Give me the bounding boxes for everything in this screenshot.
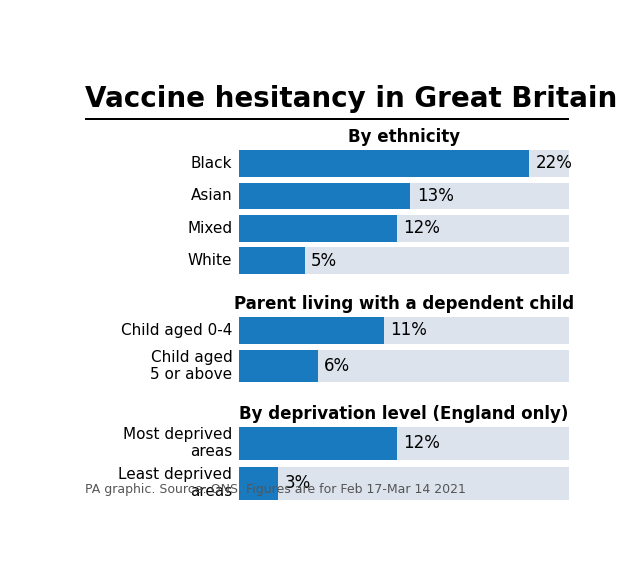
Text: Parent living with a dependent child: Parent living with a dependent child xyxy=(234,295,573,313)
Text: White: White xyxy=(188,253,232,268)
Bar xyxy=(239,427,397,460)
Text: By deprivation level (England only): By deprivation level (England only) xyxy=(239,405,568,423)
Bar xyxy=(239,248,305,274)
Bar xyxy=(239,317,568,344)
Bar xyxy=(239,350,318,383)
Text: PA graphic. Source: ONS. Figures are for Feb 17-Mar 14 2021: PA graphic. Source: ONS. Figures are for… xyxy=(85,483,466,496)
Text: 6%: 6% xyxy=(324,357,351,375)
Text: Child aged
5 or above: Child aged 5 or above xyxy=(150,350,232,382)
Bar xyxy=(239,215,568,242)
Text: Most deprived
areas: Most deprived areas xyxy=(123,427,232,459)
Text: 12%: 12% xyxy=(403,219,440,237)
Bar xyxy=(239,248,568,274)
Text: 22%: 22% xyxy=(536,155,572,173)
Bar xyxy=(239,215,397,242)
Bar xyxy=(239,350,568,383)
Text: 5%: 5% xyxy=(311,252,337,269)
Bar xyxy=(239,182,410,209)
Text: Least deprived
areas: Least deprived areas xyxy=(118,467,232,500)
Bar xyxy=(239,467,278,500)
Text: Child aged 0-4: Child aged 0-4 xyxy=(121,323,232,338)
Bar xyxy=(239,467,568,500)
Text: Vaccine hesitancy in Great Britain: Vaccine hesitancy in Great Britain xyxy=(85,85,617,113)
Bar xyxy=(239,182,568,209)
Text: Mixed: Mixed xyxy=(187,221,232,236)
Text: 13%: 13% xyxy=(417,187,454,205)
Bar xyxy=(239,150,529,177)
Text: Asian: Asian xyxy=(191,188,232,203)
Bar xyxy=(85,118,568,120)
Bar xyxy=(239,317,384,344)
Text: 3%: 3% xyxy=(285,474,311,492)
Text: 11%: 11% xyxy=(390,321,427,339)
Text: By ethnicity: By ethnicity xyxy=(348,128,460,147)
Bar xyxy=(239,427,568,460)
Bar xyxy=(239,150,568,177)
Text: Black: Black xyxy=(191,156,232,171)
Text: 12%: 12% xyxy=(403,434,440,452)
